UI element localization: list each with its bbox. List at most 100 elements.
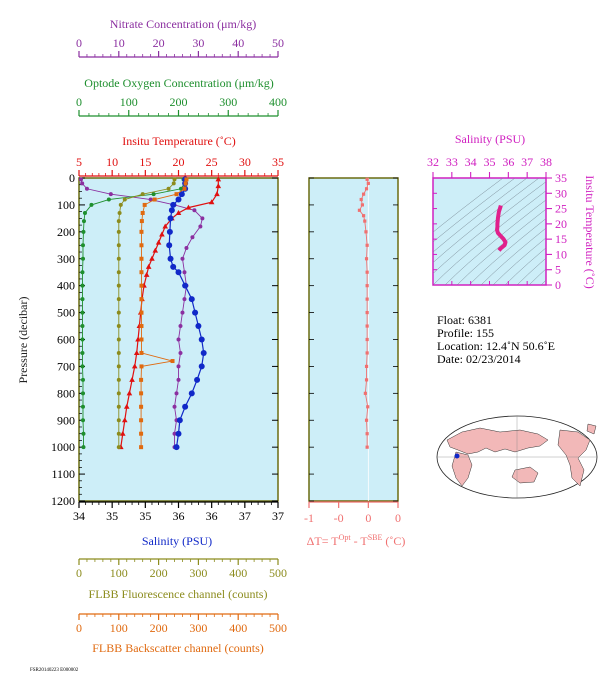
pressure-tick-label: 600 — [57, 333, 75, 347]
ts-isoline — [433, 178, 516, 243]
fluorescence-point — [116, 350, 121, 355]
nitrate-point — [84, 186, 89, 191]
fluorescence-point — [122, 197, 127, 202]
oxygen-axis-tick-label: 400 — [269, 95, 287, 109]
delta-t-title-prefix: ΔT= T — [307, 534, 340, 548]
fluorescence-point — [171, 181, 176, 186]
ts-salinity-tick-label: 37 — [521, 155, 533, 169]
ts-isoline — [468, 218, 546, 285]
salinity-axis-tick-label: 37 — [272, 509, 284, 523]
delta-t-point — [361, 214, 366, 218]
delta-t-point — [364, 418, 369, 422]
salinity-point — [198, 363, 205, 370]
backscatter-point — [139, 391, 144, 396]
ts-density-isolines — [433, 178, 546, 285]
delta-t-point — [364, 364, 369, 369]
salinity-point — [173, 444, 180, 451]
ts-temperature-tick-label: 35 — [555, 171, 567, 185]
pressure-axis-title: Pressure (decibar) — [16, 297, 30, 384]
ts-temperature-tick-label: 30 — [555, 186, 567, 200]
salinity-point — [168, 207, 175, 214]
pressure-tick-label: 1000 — [51, 440, 75, 454]
salinity-point — [182, 282, 189, 289]
fluorescence-axis-tick-label: 200 — [150, 566, 168, 580]
salinity-point — [170, 263, 177, 270]
fluorescence-point — [172, 177, 177, 182]
backscatter-point — [139, 229, 144, 234]
fluorescence-point — [116, 219, 121, 224]
map-landmass-australia — [511, 466, 539, 484]
delta-t-point — [363, 391, 367, 395]
temperature-axis-tick-label: 25 — [206, 155, 218, 169]
oxygen-point — [80, 337, 85, 342]
temperature-point — [185, 204, 192, 210]
oxygen-point — [80, 243, 85, 248]
fluorescence-axis-title: FLBB Fluorescence channel (counts) — [89, 587, 268, 601]
oxygen-point — [80, 364, 85, 369]
delta-t-tick-label: 0 — [395, 511, 401, 525]
ts-curve — [495, 205, 508, 252]
delta-t-point — [357, 208, 362, 212]
ts-temperature-tick-label: 10 — [555, 247, 567, 261]
backscatter-point — [139, 310, 144, 315]
fluorescence-point — [116, 364, 121, 369]
oxygen-axis-title: Optode Oxygen Concentration (μm/kg) — [84, 76, 273, 90]
nitrate-point — [198, 224, 203, 229]
delta-t-point — [364, 378, 369, 382]
map-landmass-americas — [557, 429, 591, 487]
oxygen-point — [151, 192, 156, 197]
ts-isoline — [528, 268, 546, 285]
temperature-point — [126, 390, 133, 396]
nitrate-point — [80, 181, 85, 186]
delta-t-point — [364, 187, 369, 191]
delta-t-point — [365, 445, 369, 449]
backscatter-point — [140, 210, 145, 215]
nitrate-point — [174, 391, 179, 396]
ts-isoline — [492, 237, 546, 285]
backscatter-point — [152, 197, 157, 202]
oxygen-point — [80, 297, 85, 302]
oxygen-point — [82, 210, 87, 215]
ts-salinity-tick-label: 34 — [465, 155, 477, 169]
fluorescence-axis-tick-label: 300 — [189, 566, 207, 580]
fluorescence-point — [116, 283, 121, 288]
temperature-point — [121, 417, 128, 423]
salinity-point — [200, 349, 207, 356]
fluorescence-point — [116, 297, 121, 302]
temperature-axis-tick-label: 15 — [139, 155, 151, 169]
ts-isoline — [540, 279, 546, 285]
pressure-tick-label: 1100 — [51, 467, 75, 481]
float-id-text: Float: 6381 — [437, 313, 492, 327]
temperature-point — [155, 239, 162, 245]
world-map — [436, 415, 598, 499]
nitrate-axis-tick-label: 30 — [192, 36, 204, 50]
backscatter-point — [139, 324, 144, 329]
pressure-tick-label: 500 — [57, 306, 75, 320]
ts-isoline — [433, 178, 504, 233]
temperature-axis-tick-label: 30 — [239, 155, 251, 169]
date-text: Date: 02/23/2014 — [437, 352, 521, 366]
fluorescence-point — [117, 210, 122, 215]
delta-t-point — [365, 324, 369, 328]
map-landmass-greenland — [586, 423, 597, 435]
temperature-point — [133, 349, 140, 355]
delta-t-title-sup2: SBE — [368, 533, 383, 542]
backscatter-point — [139, 297, 144, 302]
oxygen-point — [80, 270, 85, 275]
temperature-point — [135, 336, 141, 342]
map-graticule — [437, 416, 597, 498]
pressure-tick-label: 900 — [57, 413, 75, 427]
salinity-point — [175, 269, 182, 276]
ts-salinity-tick-label: 33 — [446, 155, 458, 169]
delta-t-point — [365, 351, 369, 355]
fluorescence-point — [116, 310, 121, 315]
profile-number-text: Profile: 155 — [437, 326, 494, 340]
temperature-point — [215, 183, 222, 189]
temperature-point — [208, 199, 215, 205]
salinity-point — [188, 296, 195, 303]
nitrate-point — [178, 350, 183, 355]
backscatter-point — [139, 350, 144, 355]
oxygen-point — [80, 404, 85, 409]
backscatter-point — [182, 186, 187, 191]
